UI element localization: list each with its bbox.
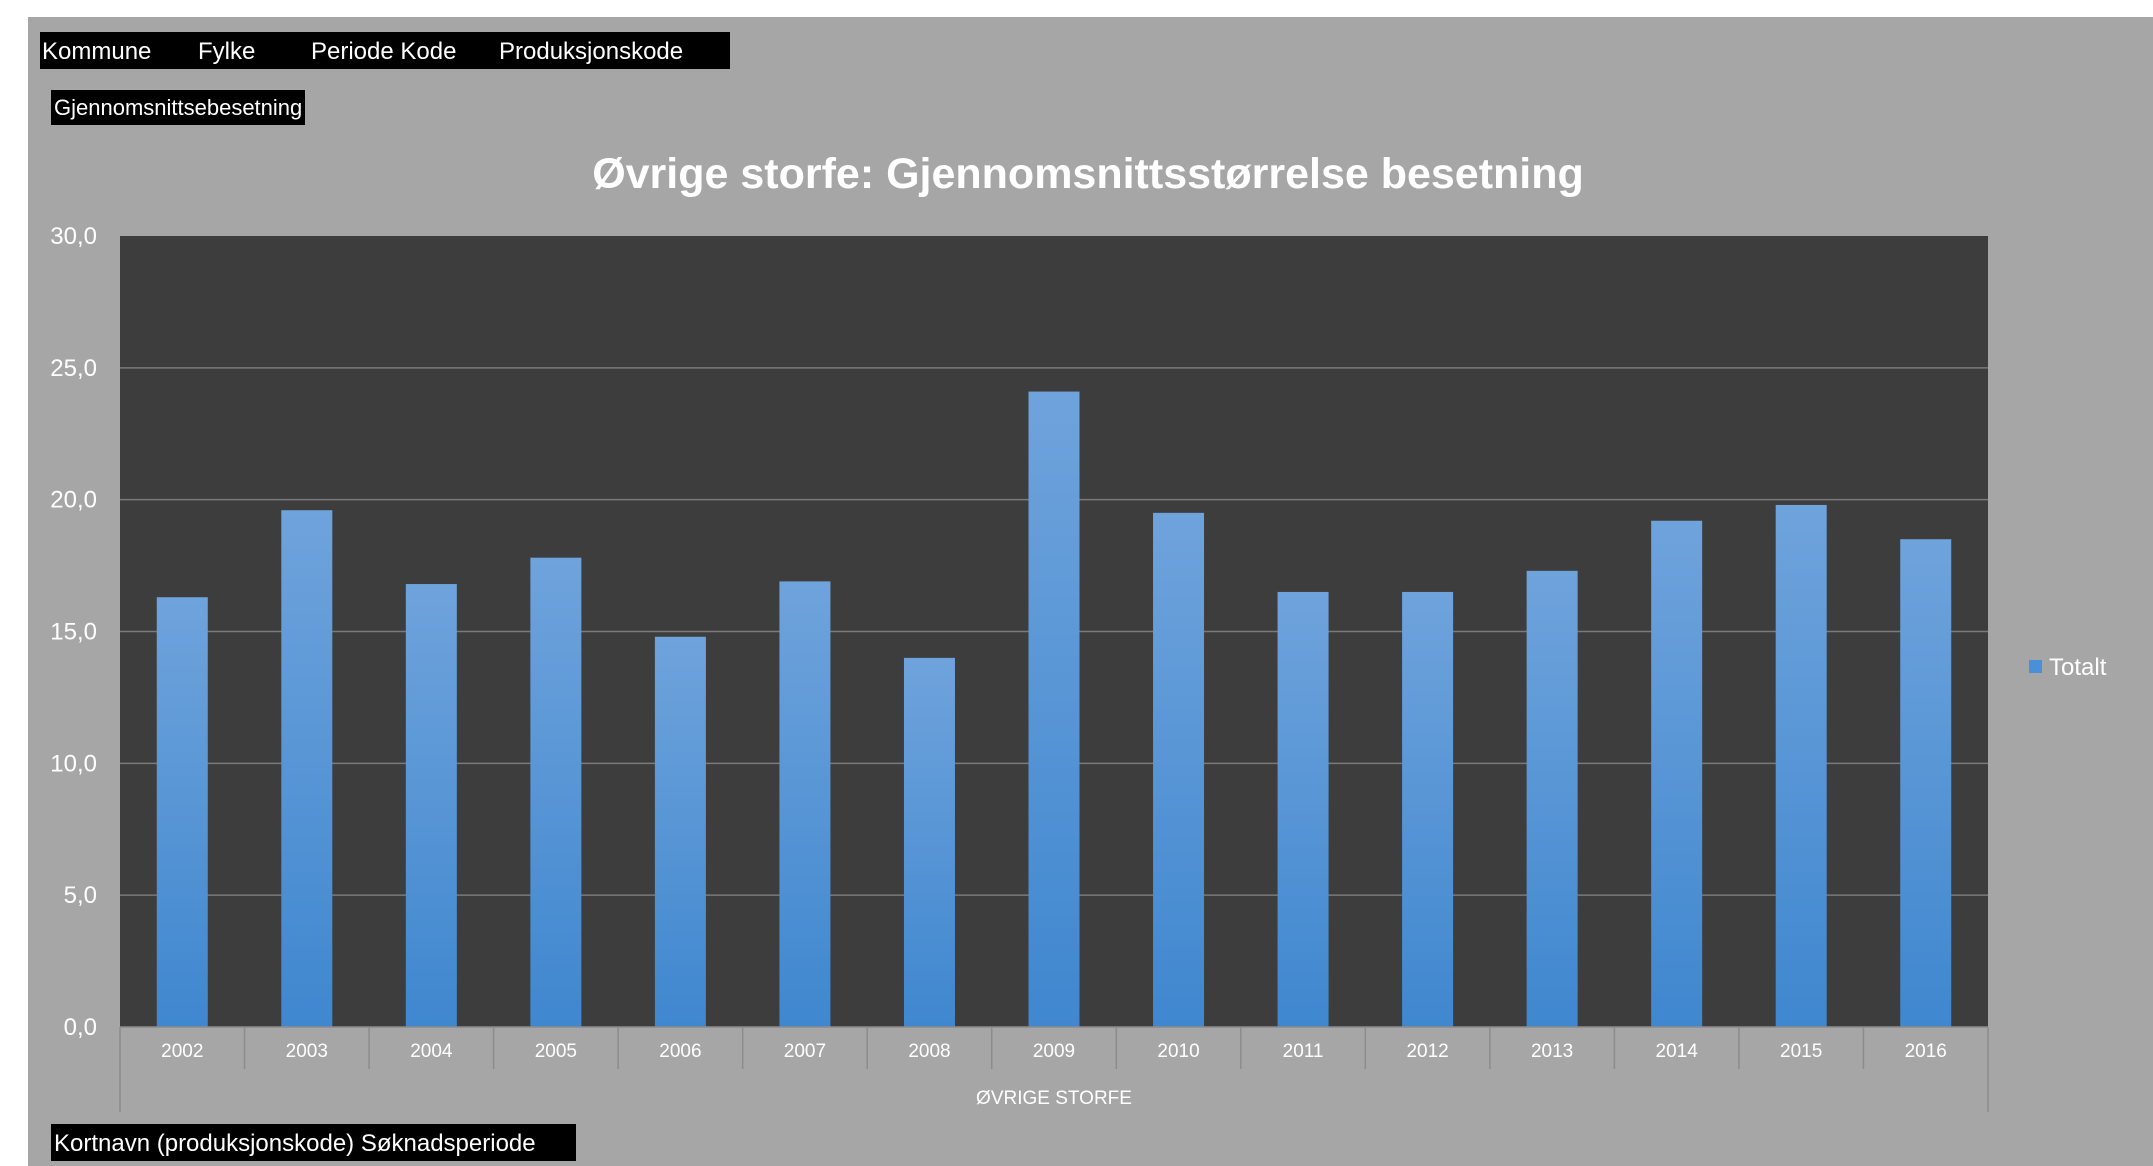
bar-2015[interactable] <box>1775 504 1827 1027</box>
x-tick-label: 2011 <box>1283 1041 1324 1062</box>
bar-2012[interactable] <box>1402 591 1454 1027</box>
x-axis: 2002 2003 2004 2005 2006 2007 2008 2009 2010 2011… <box>119 1026 1989 1112</box>
x-tick-label: 2005 <box>535 1041 577 1062</box>
x-tick-label: 2013 <box>1531 1041 1573 1062</box>
filter-button-produksjonskode[interactable]: Produksjonskode <box>499 38 684 65</box>
x-tick-label: 2015 <box>1780 1041 1822 1062</box>
bar-2014[interactable] <box>1651 520 1703 1027</box>
y-tick-label: 20,0 <box>50 487 97 514</box>
bar-2003[interactable] <box>281 510 333 1027</box>
bar-2016[interactable] <box>1900 539 1952 1027</box>
bar-2005[interactable] <box>530 557 582 1027</box>
bars <box>156 391 1952 1027</box>
x-tick-label: 2003 <box>286 1041 328 1062</box>
y-axis: 0,0 5,0 10,0 15,0 20,0 25,0 30,0 <box>50 223 97 1041</box>
y-tick-label: 10,0 <box>50 750 97 777</box>
y-tick-label: 0,0 <box>64 1014 97 1041</box>
y-tick-label: 30,0 <box>50 223 97 250</box>
x-tick-label: 2014 <box>1656 1041 1699 1062</box>
bar-2009[interactable] <box>1028 391 1080 1027</box>
x-tick-label: 2004 <box>410 1041 453 1062</box>
bar-2004[interactable] <box>405 584 457 1027</box>
pivot-value-field-button[interactable]: Gjennomsnittsebesetning <box>51 90 306 125</box>
filter-button-periode-kode[interactable]: Periode Kode <box>311 38 457 65</box>
legend-label: Totalt <box>2049 654 2107 681</box>
y-tick-label: 15,0 <box>50 619 97 646</box>
x-tick-label: 2009 <box>1033 1041 1075 1062</box>
x-tick-label: 2002 <box>161 1041 203 1062</box>
x-tick-label: 2012 <box>1406 1041 1448 1062</box>
legend[interactable]: Totalt <box>2029 654 2107 681</box>
filter-button-fylke[interactable]: Fylke <box>198 38 256 65</box>
x-tick-label: 2008 <box>908 1041 950 1062</box>
pivot-axis-field-button[interactable]: Kortnavn (produksjonskode) Søknadsperiod… <box>51 1124 576 1161</box>
bar-2008[interactable] <box>903 657 955 1027</box>
y-tick-label: 25,0 <box>50 355 97 382</box>
y-tick-label: 5,0 <box>64 882 97 909</box>
chart-title: Øvrige storfe: Gjennomsnittsstørrelse be… <box>592 150 1584 198</box>
x-axis-group-label: ØVRIGE STORFE <box>976 1088 1132 1109</box>
bar-2007[interactable] <box>779 581 831 1027</box>
legend-swatch <box>2029 660 2042 673</box>
bar-2006[interactable] <box>654 636 706 1027</box>
bar-2010[interactable] <box>1153 512 1205 1027</box>
bar-2011[interactable] <box>1277 591 1329 1027</box>
filter-button-kommune[interactable]: Kommune <box>42 38 152 65</box>
bar-2013[interactable] <box>1526 570 1578 1027</box>
x-tick-label: 2016 <box>1905 1041 1947 1062</box>
x-tick-label: 2007 <box>784 1041 826 1062</box>
bar-2002[interactable] <box>156 597 208 1027</box>
pivot-filter-bar: Kommune Fylke Periode Kode Produksjonsko… <box>40 32 730 69</box>
x-tick-label: 2010 <box>1157 1041 1199 1062</box>
x-tick-label: 2006 <box>659 1041 701 1062</box>
